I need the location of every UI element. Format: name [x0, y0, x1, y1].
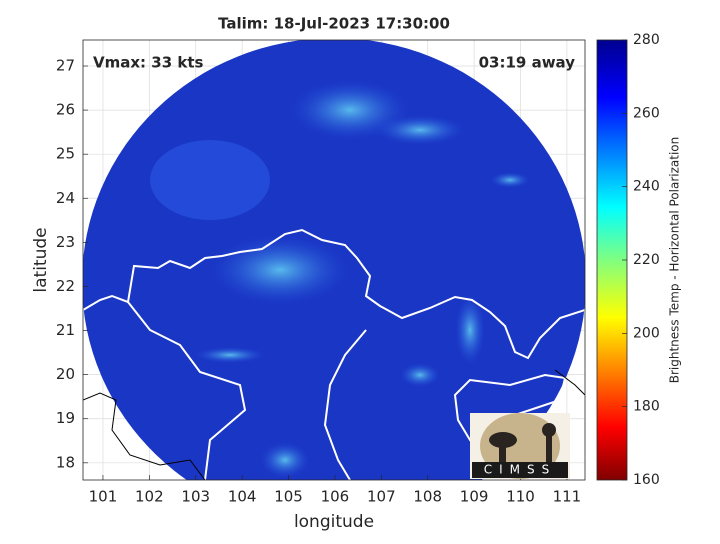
colorbar-tick-label: 160	[633, 472, 660, 488]
x-tick-label: 102	[135, 488, 164, 506]
x-tick-label: 104	[228, 488, 257, 506]
y-tick-label: 19	[56, 409, 75, 427]
colorbar-tick-label: 260	[633, 105, 660, 121]
x-tick-label: 107	[367, 488, 396, 506]
colorbar-tick-label: 280	[633, 32, 660, 48]
y-tick-label: 23	[56, 233, 75, 251]
x-axis-label: longitude	[294, 512, 374, 532]
y-tick-label: 27	[56, 57, 75, 75]
x-tick-label: 101	[89, 488, 118, 506]
colorbar-tick-label: 240	[633, 179, 660, 195]
y-tick-label: 22	[56, 277, 75, 295]
y-axis-label: latitude	[31, 227, 51, 292]
x-tick-label: 105	[274, 488, 303, 506]
colorbar-tick-label: 220	[633, 252, 660, 268]
y-tick-label: 18	[56, 453, 75, 471]
colorbar-ticks: 160 180 200 220 240 260 280	[622, 32, 660, 488]
colorbar-tick-label: 180	[633, 399, 660, 415]
x-tick-label: 106	[321, 488, 350, 506]
ticks: 101 102 103 104 105 106 107 108 109 110 111 18 19 20 2…	[56, 57, 581, 506]
y-tick-label: 24	[56, 189, 75, 207]
x-tick-label: 108	[413, 488, 442, 506]
y-tick-label: 21	[56, 321, 75, 339]
logo-text: CIMSS	[484, 463, 557, 477]
satellite-image	[83, 40, 585, 480]
x-tick-label: 110	[506, 488, 535, 506]
colorbar-label: Brightness Temp - Horizontal Polarizatio…	[668, 137, 682, 384]
plot-frame	[82, 39, 586, 481]
y-tick-label: 26	[56, 101, 75, 119]
annotation: 03:19 away	[479, 54, 576, 72]
x-tick-label: 109	[460, 488, 489, 506]
y-tick-label: 20	[56, 365, 75, 383]
logo: CIMSS	[470, 413, 570, 479]
y-tick-label: 25	[56, 145, 75, 163]
x-tick-label: 111	[553, 488, 582, 506]
chart-title: Talim: 18-Jul-2023 17:30:00	[218, 15, 450, 33]
colorbar-tick-label: 200	[633, 325, 660, 341]
annotation: Vmax: 33 kts	[93, 54, 203, 72]
x-tick-label: 103	[181, 488, 210, 506]
